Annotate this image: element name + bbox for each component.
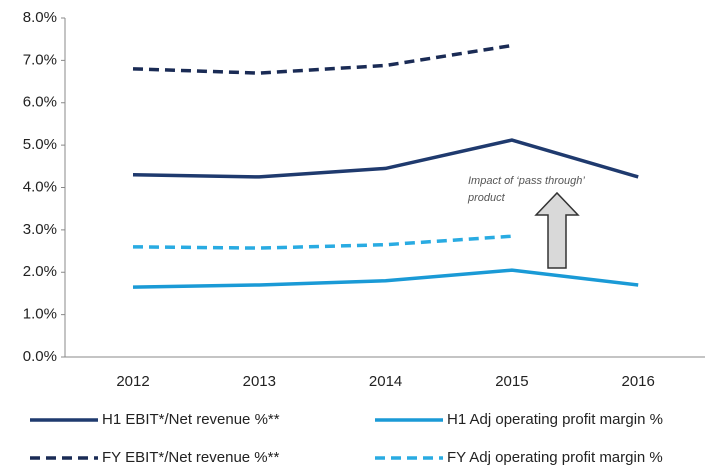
y-tick-label: 1.0% bbox=[23, 306, 57, 323]
line bbox=[132, 138, 639, 179]
legend-label: H1 Adj operating profit margin % bbox=[447, 411, 663, 428]
x-tick-label: 2012 bbox=[116, 373, 149, 390]
x-tick-label: 2016 bbox=[622, 373, 655, 390]
arrow bbox=[534, 191, 580, 269]
legend-label: FY EBIT*/Net revenue %** bbox=[102, 449, 279, 466]
line bbox=[132, 268, 639, 289]
x-tick-label: 2014 bbox=[369, 373, 402, 390]
y-tick-label: 8.0% bbox=[23, 9, 57, 26]
line bbox=[132, 234, 513, 250]
y-tick-label: 6.0% bbox=[23, 94, 57, 111]
annotation: product bbox=[467, 192, 506, 204]
legend-label: FY Adj operating profit margin % bbox=[447, 449, 663, 466]
y-tick-label: 7.0% bbox=[23, 51, 57, 68]
annotation: Impact of ‘pass through’ bbox=[468, 175, 585, 187]
y-tick-label: 5.0% bbox=[23, 136, 57, 153]
legend-label: H1 EBIT*/Net revenue %** bbox=[102, 411, 280, 428]
y-tick-label: 2.0% bbox=[23, 263, 57, 280]
x-tick-label: 2015 bbox=[495, 373, 528, 390]
y-tick-label: 3.0% bbox=[23, 221, 57, 238]
line bbox=[132, 43, 513, 75]
x-tick-label: 2013 bbox=[243, 373, 276, 390]
y-tick-label: 4.0% bbox=[23, 178, 57, 195]
y-tick-label: 0.0% bbox=[23, 348, 57, 365]
